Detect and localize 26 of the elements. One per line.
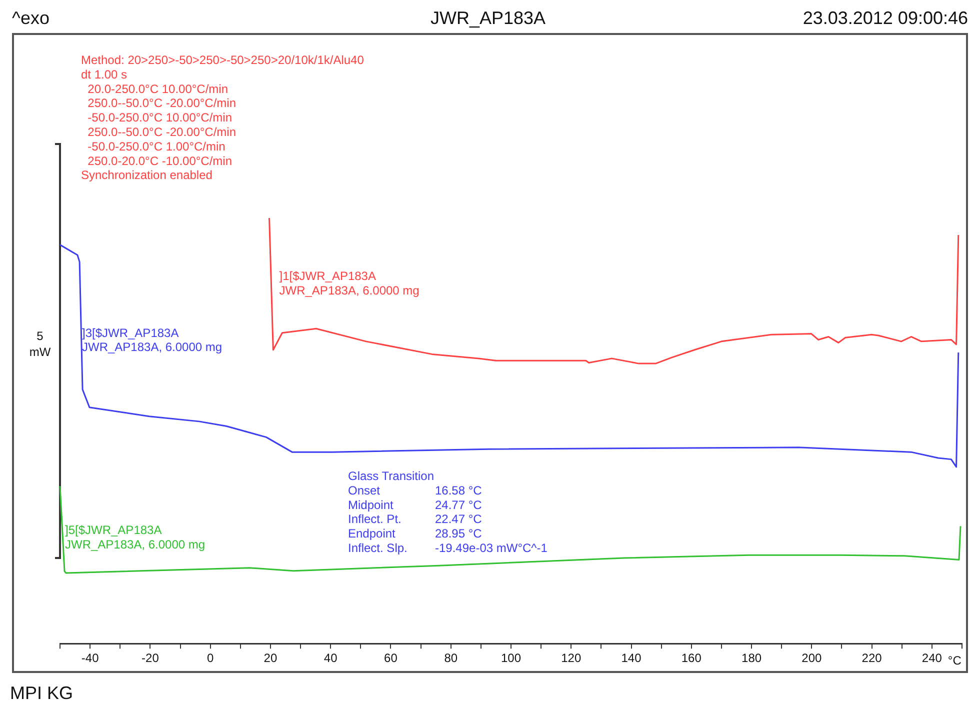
x-tick-label: 220 — [862, 651, 882, 666]
x-tick-label: -40 — [81, 651, 100, 666]
series-label: ]5[$JWR_AP183A JWR_AP183A, 6.0000 mg — [65, 523, 206, 552]
x-tick-label: 40 — [324, 651, 338, 666]
x-tick-label: 60 — [384, 651, 398, 666]
series-label: ]1[$JWR_AP183A JWR_AP183A, 6.0000 mg — [279, 269, 420, 298]
x-tick-label: 140 — [621, 651, 642, 666]
series-label: ]3[$JWR_AP183A JWR_AP183A, 6.0000 mg — [82, 326, 222, 354]
x-tick-label: 180 — [742, 651, 762, 666]
text: Glass Transition Onset 16.58 °C Midpoint 24.77 °C Inflect. Pt. 22.47 °C Endpoint 28.95 °C Inflect. Slp. -19.49e-03 mW°C^-1 — [348, 469, 548, 555]
x-tick-label: 100 — [500, 651, 522, 666]
x-tick-label: 120 — [561, 651, 582, 666]
text: Method: 20>250>-50>250>-50>250>20/10k/1k/Alu40 dt 1.00 s 20.0-250.0°C 10.00°C/min 250.0--50.0°C -20.00°C/min -50.0-250.0°C 10.00°C/min 250.0--50.0°C -20.00°C/min -50.0-250.0°C 1.00°C/min 250.0-20.0°C -10.00°C/min Synchronization enabled — [81, 53, 364, 182]
x-tick-label: 240 — [922, 651, 942, 666]
text: MPI KG — [10, 683, 74, 703]
y-axis-title: 5 mW — [29, 329, 52, 359]
x-tick-label: 0 — [206, 651, 214, 666]
text: ^exo — [12, 8, 50, 28]
x-axis-title: °C — [948, 654, 962, 668]
x-tick-label: 20 — [264, 651, 278, 666]
x-tick-label: 160 — [681, 651, 702, 666]
x-tick-label: -20 — [142, 651, 160, 666]
chart-subtitle: 23.03.2012 09:00:46 — [802, 8, 968, 28]
x-tick-label: 80 — [444, 651, 458, 666]
chart-title: JWR_AP183A — [430, 8, 546, 28]
x-tick-label: 200 — [802, 651, 822, 666]
